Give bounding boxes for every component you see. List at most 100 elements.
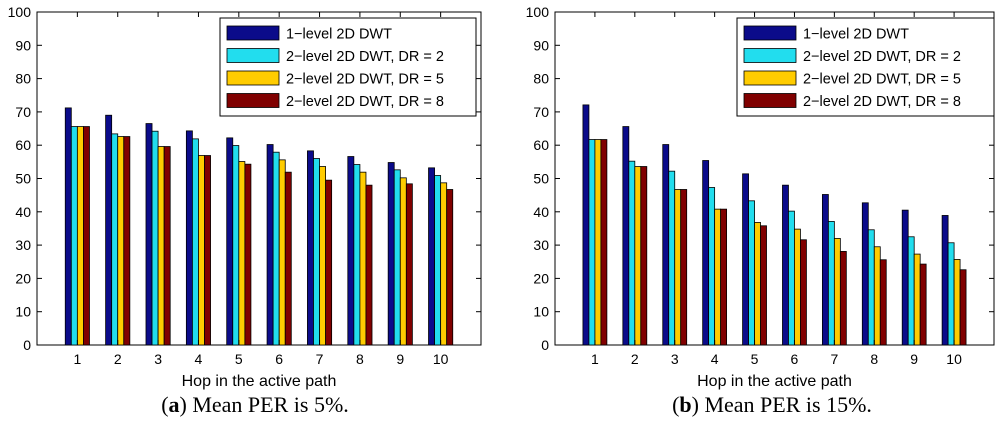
bar	[313, 158, 320, 346]
x-tick-label: 7	[830, 351, 838, 367]
x-tick-label: 8	[870, 351, 878, 367]
bar	[953, 259, 961, 346]
bar	[640, 166, 648, 346]
legend: 1−level 2D DWT 2−level 2D DWT, DR = 2 2−le…	[219, 17, 477, 117]
bar	[191, 138, 199, 346]
bar	[278, 159, 286, 346]
bar	[714, 208, 722, 346]
y-tick-label: 40	[15, 204, 31, 220]
bar	[720, 208, 728, 346]
bar	[754, 222, 761, 346]
legend-swatch	[226, 25, 280, 41]
bar	[760, 225, 767, 346]
bar	[347, 156, 355, 346]
bar	[879, 259, 887, 346]
y-tick-label: 60	[533, 137, 549, 153]
bar	[748, 200, 755, 346]
y-tick-label: 30	[533, 237, 549, 253]
x-tick-label: 5	[235, 351, 243, 367]
bar	[861, 202, 869, 346]
x-tick-label: 7	[316, 351, 324, 367]
caption-text: Mean PER is 15%.	[704, 392, 871, 417]
y-tick-label: 20	[15, 270, 31, 286]
bar	[600, 139, 608, 346]
x-tick-label: 1	[73, 351, 81, 367]
bar	[64, 107, 72, 346]
bar	[788, 210, 795, 346]
bar	[668, 170, 676, 346]
y-tick-label: 90	[533, 37, 549, 53]
x-tick-label: 4	[711, 351, 719, 367]
bar	[393, 169, 401, 346]
bar	[622, 126, 630, 346]
bar	[901, 209, 909, 346]
y-tick-label: 90	[15, 37, 31, 53]
bar	[628, 160, 636, 346]
bar	[238, 161, 246, 346]
bar	[151, 130, 159, 346]
y-tick-label: 50	[533, 171, 549, 187]
caption: (b) Mean PER is 15%.	[672, 392, 872, 417]
y-tick-label: 0	[541, 337, 549, 353]
x-tick-label: 8	[356, 351, 364, 367]
legend: 1−level 2D DWT 2−level 2D DWT, DR = 2 2−le…	[736, 17, 995, 117]
x-tick-label: 3	[154, 351, 162, 367]
legend-swatch	[743, 70, 797, 86]
x-tick-label: 9	[396, 351, 404, 367]
x-tick-label: 1	[591, 351, 599, 367]
x-tick-label: 6	[275, 351, 283, 367]
bar	[588, 139, 596, 346]
bar	[387, 162, 395, 346]
bar	[947, 242, 955, 346]
bar	[105, 114, 113, 346]
legend-entry: 2−level 2D DWT, DR = 5	[286, 72, 444, 88]
x-tick-label: 2	[114, 351, 122, 367]
bar	[359, 171, 367, 346]
bar	[582, 104, 590, 346]
bar	[800, 239, 807, 346]
bar	[833, 238, 841, 346]
legend-entry: 2−level 2D DWT, DR = 8	[803, 94, 961, 110]
bar	[266, 144, 274, 346]
legend-entry: 2−level 2D DWT, DR = 2	[803, 49, 961, 65]
bar	[198, 155, 205, 346]
bar	[434, 175, 442, 346]
bar	[307, 150, 314, 346]
bar	[163, 146, 171, 346]
bar	[959, 269, 967, 346]
y-tick-label: 70	[533, 104, 549, 120]
bar	[76, 126, 84, 346]
bar	[702, 160, 710, 346]
bar	[185, 130, 193, 346]
bar	[365, 184, 373, 346]
x-tick-label: 6	[791, 351, 799, 367]
bar	[919, 263, 927, 346]
y-tick-label: 40	[533, 204, 549, 220]
y-tick-label: 10	[15, 304, 31, 320]
caption-letter: b	[679, 392, 691, 417]
legend-entry: 2−level 2D DWT, DR = 2	[286, 49, 444, 65]
bar	[839, 251, 847, 346]
bar	[708, 187, 716, 346]
bar	[680, 189, 688, 346]
bar	[907, 236, 915, 346]
y-tick-label: 30	[15, 237, 31, 253]
bar	[399, 177, 407, 346]
bar	[405, 183, 413, 346]
caption: (a) Mean PER is 5%.	[161, 392, 349, 417]
chart-panel-b: 0 10 20 30 40 50 60 70 80 90 100 1 2 3 4 5 6 7 8 9 10 Hop in …	[526, 4, 995, 417]
legend-entry: 2−level 2D DWT, DR = 8	[286, 94, 444, 110]
bar	[428, 167, 435, 346]
caption-text: Mean PER is 5%.	[192, 392, 348, 417]
bar	[284, 171, 292, 346]
legend-swatch	[226, 70, 280, 86]
x-tick-label: 3	[671, 351, 679, 367]
bar	[244, 163, 252, 346]
bar	[634, 166, 642, 346]
y-tick-label: 20	[533, 270, 549, 286]
x-tick-label: 10	[946, 351, 962, 367]
x-tick-label: 10	[433, 351, 449, 367]
y-tick-label: 100	[8, 4, 32, 20]
legend-swatch	[226, 48, 280, 63]
bar	[325, 179, 333, 346]
